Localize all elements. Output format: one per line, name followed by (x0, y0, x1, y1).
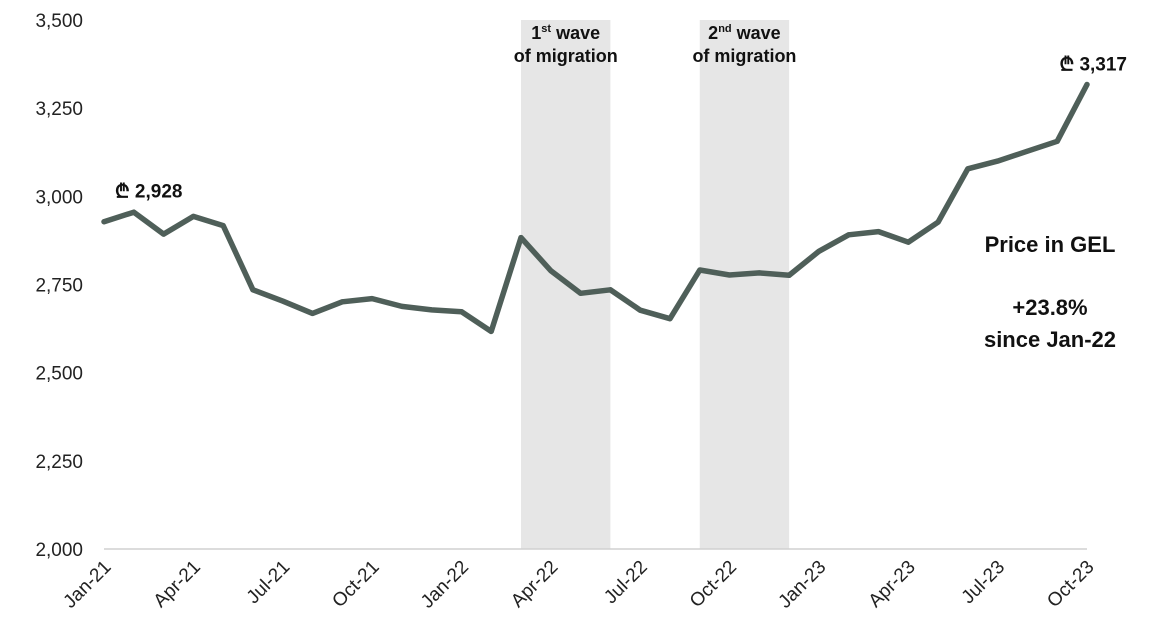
start-value-label: ₾ 2,928 (115, 182, 182, 203)
data-point (1024, 148, 1030, 154)
second-wave-label: 2nd wave (708, 23, 781, 43)
side-annotation-change: +23.8% (1012, 295, 1087, 320)
y-axis-ticks: 2,000 2,250 2,500 2,750 3,000 3,250 3,500 (35, 11, 83, 561)
data-point (548, 268, 554, 274)
data-point (458, 309, 464, 315)
end-value-label: ₾ 3,317 (1060, 55, 1127, 76)
first-wave-number: 1 (531, 23, 541, 43)
data-point (995, 158, 1001, 164)
x-tick-label: Apr-21 (150, 557, 205, 612)
y-tick-label: 2,500 (35, 364, 83, 385)
first-wave-suffix: st (541, 23, 551, 35)
data-point (488, 328, 494, 334)
y-tick-label: 2,000 (35, 540, 83, 561)
data-point (727, 272, 733, 278)
x-tick-label: Jul-22 (600, 557, 651, 608)
x-tick-label: Jan-22 (417, 557, 473, 613)
data-point (190, 213, 196, 219)
y-tick-label: 3,000 (35, 187, 83, 208)
data-point (935, 219, 941, 225)
data-point (250, 287, 256, 293)
data-point (131, 209, 137, 215)
data-point (280, 298, 286, 304)
side-annotation-since: since Jan-22 (984, 327, 1116, 352)
x-tick-label: Oct-22 (686, 557, 741, 612)
data-point (965, 166, 971, 172)
first-wave-sublabel: of migration (514, 46, 618, 66)
data-point (816, 248, 822, 254)
data-point (310, 310, 316, 316)
x-tick-label: Jan-21 (60, 557, 116, 613)
data-point (429, 307, 435, 313)
data-point (786, 272, 792, 278)
data-point (905, 239, 911, 245)
data-point (518, 235, 524, 241)
second-wave-word: wave (732, 23, 781, 43)
x-tick-label: Apr-23 (865, 557, 920, 612)
first-wave-label: 1st wave (531, 23, 600, 43)
data-point (875, 229, 881, 235)
series-points (101, 82, 1090, 334)
second-wave-suffix: nd (718, 23, 731, 35)
data-point (637, 307, 643, 313)
data-point (667, 316, 673, 322)
data-point (399, 303, 405, 309)
x-tick-label: Apr-22 (507, 557, 562, 612)
data-point (756, 270, 762, 276)
shaded-regions (521, 20, 790, 549)
x-tick-label: Jul-23 (958, 557, 1009, 608)
y-tick-label: 3,250 (35, 99, 83, 120)
data-point (846, 232, 852, 238)
x-tick-label: Jul-21 (243, 557, 294, 608)
data-point (697, 267, 703, 273)
x-axis-ticks: Jan-21 Apr-21 Jul-21 Oct-21 Jan-22 Apr-22 Jul-… (60, 557, 1099, 613)
second-wave-number: 2 (708, 23, 718, 43)
data-point (161, 231, 167, 237)
side-annotation-title: Price in GEL (985, 232, 1116, 257)
second-wave-sublabel: of migration (692, 46, 796, 66)
data-point (220, 223, 226, 229)
data-point (578, 290, 584, 296)
y-tick-label: 3,500 (35, 11, 83, 32)
data-point (369, 296, 375, 302)
data-point (339, 299, 345, 305)
data-point (1084, 82, 1090, 88)
y-tick-label: 2,250 (35, 452, 83, 473)
price-series-line (101, 81, 1090, 335)
shaded-region-2 (699, 20, 790, 549)
data-point (1054, 138, 1060, 144)
y-tick-label: 2,750 (35, 276, 83, 297)
x-tick-label: Jan-23 (775, 557, 831, 613)
x-tick-label: Oct-23 (1043, 557, 1098, 612)
x-tick-label: Oct-21 (328, 557, 383, 612)
first-wave-word: wave (551, 23, 600, 43)
data-point (607, 287, 613, 293)
data-point (101, 219, 107, 225)
